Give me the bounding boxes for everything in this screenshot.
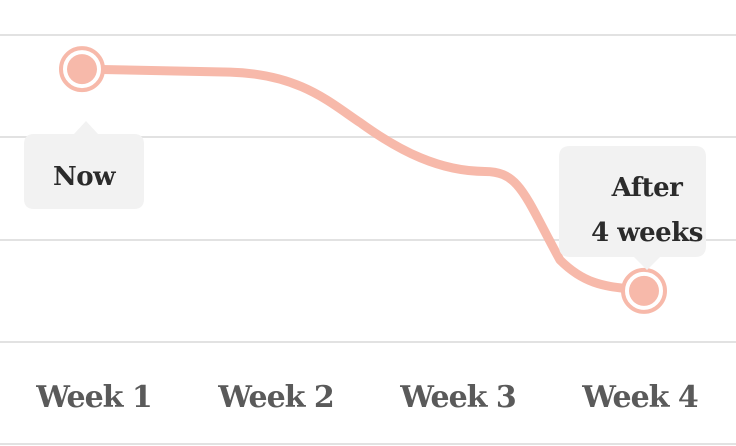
now-point-dot	[67, 54, 97, 85]
x-tick-label-3: Week 3	[399, 380, 516, 415]
point-layer	[59, 46, 667, 314]
callout-layer: Now After 4 weeks	[24, 121, 706, 270]
after-callout-text-2: 4 weeks	[591, 218, 703, 248]
now-callout-text: Now	[53, 162, 116, 192]
after-callout-text-1: After	[611, 173, 683, 203]
x-tick-label-4: Week 4	[581, 380, 698, 415]
after-callout-box	[559, 146, 706, 270]
series-line	[77, 64, 649, 296]
x-tick-label-2: Week 2	[217, 380, 334, 415]
week-4-point-dot	[629, 275, 659, 306]
x-tick-label-1: Week 1	[35, 380, 152, 415]
now-callout-box	[24, 121, 144, 209]
x-axis-ticks: Week 1 Week 2 Week 3 Week 4	[35, 380, 699, 415]
line-layer	[77, 64, 649, 296]
